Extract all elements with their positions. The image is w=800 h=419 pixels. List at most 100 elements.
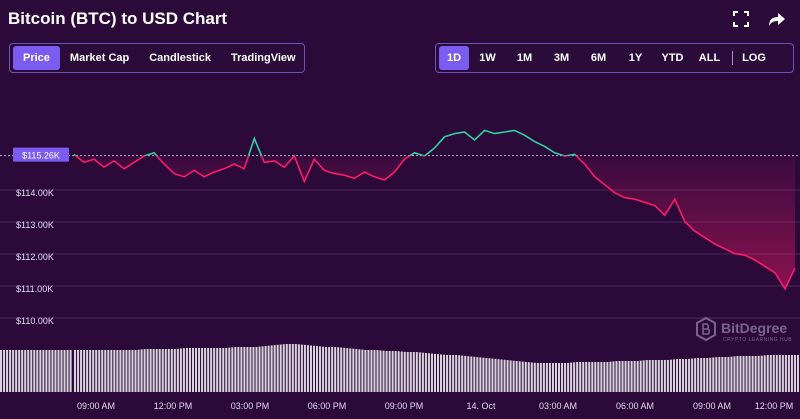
tab-candlestick[interactable]: Candlestick	[149, 52, 211, 64]
volume-bar	[24, 350, 27, 392]
volume-bar	[654, 360, 657, 392]
volume-bar	[116, 350, 119, 392]
volume-bar	[612, 361, 615, 392]
volume-bar	[170, 349, 173, 392]
volume-bar	[261, 346, 264, 392]
volume-bar	[603, 362, 606, 392]
volume-bar	[479, 357, 482, 392]
volume-bar	[787, 355, 790, 392]
volume-bar	[27, 350, 30, 392]
range-1d[interactable]: 1D	[439, 46, 469, 70]
volume-bar	[440, 354, 443, 392]
range-3m[interactable]: 3M	[553, 52, 570, 64]
volume-bar	[524, 361, 527, 392]
volume-bar	[358, 349, 361, 392]
x-tick-label: 14. Oct	[466, 401, 496, 411]
volume-bar	[582, 362, 585, 392]
volume-bar	[727, 356, 730, 392]
volume-bar	[267, 345, 270, 392]
volume-bar	[433, 353, 436, 392]
volume-bar	[606, 361, 609, 392]
volume-bar	[316, 346, 319, 392]
tab-tradingview[interactable]: TradingView	[230, 52, 296, 64]
volume-bar	[497, 359, 500, 392]
volume-bar	[373, 350, 376, 392]
volume-bar	[391, 351, 394, 392]
volume-bar	[328, 347, 331, 392]
volume-bar	[778, 355, 781, 392]
volume-bar	[297, 344, 300, 392]
volume-bar	[724, 357, 727, 392]
share-icon[interactable]	[768, 10, 786, 28]
volume-bar	[721, 357, 724, 392]
volume-bar	[225, 347, 228, 392]
fullscreen-icon[interactable]	[732, 10, 750, 28]
y-tick-label: $110.00K	[16, 316, 54, 326]
volume-bar	[458, 355, 461, 392]
volume-bar	[331, 347, 334, 392]
volume-bar	[554, 363, 557, 392]
volume-bar	[204, 348, 207, 392]
volume-bar	[558, 363, 561, 392]
range-1y[interactable]: 1Y	[628, 52, 643, 64]
volume-bar	[36, 350, 39, 392]
volume-bar	[201, 348, 204, 392]
volume-bar	[146, 349, 149, 392]
volume-bar	[751, 356, 754, 392]
volume-bar	[418, 352, 421, 392]
volume-bar	[672, 359, 675, 392]
range-1m[interactable]: 1M	[516, 52, 533, 64]
volume-bar	[515, 360, 518, 392]
volume-bar	[452, 355, 455, 392]
volume-bar	[18, 350, 21, 392]
volume-bar	[83, 350, 86, 392]
volume-bar	[195, 348, 198, 392]
volume-bar	[164, 349, 167, 392]
volume-bar	[437, 354, 440, 392]
volume-bar	[152, 349, 155, 392]
volume-bar	[179, 348, 182, 392]
volume-bar	[216, 348, 219, 392]
volume-bar	[42, 350, 45, 392]
log-toggle[interactable]: LOG	[742, 52, 766, 64]
range-all[interactable]: ALL	[698, 52, 721, 64]
x-tick-label: 12:00 PM	[154, 401, 193, 411]
range-ytd[interactable]: YTD	[661, 52, 684, 64]
volume-bar	[512, 360, 515, 392]
volume-bar	[736, 356, 739, 392]
range-6m[interactable]: 6M	[590, 52, 607, 64]
volume-bar	[300, 344, 303, 392]
volume-bar	[630, 361, 633, 392]
volume-bar	[796, 355, 799, 392]
volume-bar	[210, 348, 213, 392]
price-area-fill	[74, 155, 795, 289]
volume-bar	[766, 355, 769, 392]
volume-bar	[149, 349, 152, 392]
x-tick-label: 03:00 AM	[539, 401, 577, 411]
volume-bar	[503, 359, 506, 392]
range-1w[interactable]: 1W	[479, 52, 496, 64]
volume-bar	[33, 350, 36, 392]
volume-bar	[346, 348, 349, 392]
volume-bar	[539, 363, 542, 392]
volume-bar	[651, 360, 654, 392]
volume-bar	[45, 350, 48, 392]
volume-bar	[131, 350, 134, 392]
volume-bar	[285, 344, 288, 392]
volume-bar	[276, 344, 279, 392]
volume-bar	[89, 350, 92, 392]
volume-bar	[527, 362, 530, 392]
volume-bar	[113, 350, 116, 392]
volume-bar	[618, 361, 621, 392]
volume-bar	[249, 347, 252, 392]
range-separator	[732, 51, 733, 65]
volume-bar	[576, 362, 579, 392]
tab-price[interactable]: Price	[13, 46, 60, 70]
volume-bar	[137, 349, 140, 392]
volume-bar	[415, 352, 418, 392]
volume-bar	[772, 355, 775, 392]
volume-bars	[0, 344, 799, 392]
tab-market-cap[interactable]: Market Cap	[69, 52, 130, 64]
y-tick-label: $114.00K	[16, 188, 54, 198]
